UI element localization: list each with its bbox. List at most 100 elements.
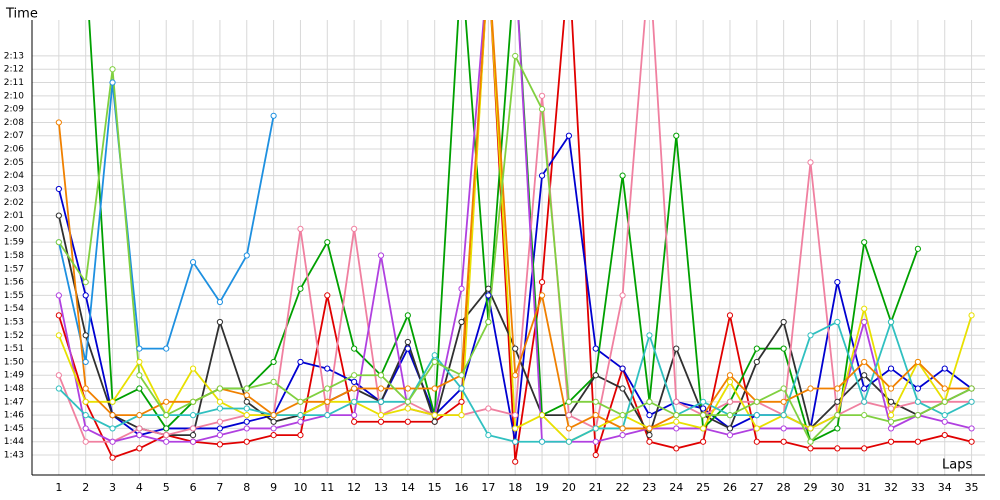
point [297, 398, 304, 405]
point [458, 372, 465, 379]
point [834, 425, 841, 432]
point [914, 398, 921, 405]
point [82, 425, 89, 432]
point [136, 345, 143, 352]
point [216, 441, 224, 448]
point [136, 431, 143, 439]
point [700, 398, 707, 405]
point [243, 398, 250, 405]
point [136, 372, 143, 379]
point [700, 412, 707, 419]
point [753, 438, 760, 445]
point [753, 358, 760, 366]
point [270, 378, 277, 385]
y-tick-label: 2:01 [4, 211, 24, 221]
point [216, 425, 224, 432]
x-tick-label: 16 [455, 481, 469, 494]
point [834, 412, 841, 419]
x-tick-label: 14 [401, 481, 415, 494]
x-tick-label: 1 [55, 481, 62, 494]
point [968, 312, 975, 319]
point [780, 318, 787, 326]
point [565, 425, 573, 432]
y-tick-label: 2:02 [4, 198, 24, 208]
point [592, 425, 599, 432]
point [216, 398, 224, 405]
point [189, 425, 197, 432]
point [512, 438, 519, 445]
point [458, 398, 465, 405]
point [82, 438, 89, 445]
point [216, 418, 224, 425]
y-tick-label: 2:11 [4, 78, 24, 88]
point [485, 292, 492, 299]
point [55, 312, 62, 319]
point [861, 358, 868, 366]
point [914, 438, 921, 445]
point [297, 225, 304, 232]
x-tick-label: 7 [216, 481, 223, 494]
y-tick-label: 1:58 [4, 251, 24, 261]
point [270, 412, 277, 419]
point [726, 431, 734, 439]
point [887, 318, 895, 326]
point [592, 372, 599, 379]
point [136, 358, 143, 366]
point [324, 412, 331, 419]
x-tick-label: 4 [136, 481, 143, 494]
point [807, 385, 814, 392]
point [55, 385, 62, 392]
point [834, 385, 841, 392]
point [431, 358, 438, 366]
point [941, 398, 948, 405]
point [753, 412, 760, 419]
point [887, 385, 895, 392]
point [619, 292, 626, 299]
x-axis-label: Laps [942, 458, 972, 473]
point [592, 451, 599, 459]
x-tick-label: 21 [589, 481, 603, 494]
point [646, 425, 653, 432]
point [82, 278, 89, 286]
point [82, 398, 89, 405]
point [887, 405, 895, 412]
point [673, 398, 680, 405]
x-tick-label: 2 [82, 481, 89, 494]
point [55, 119, 62, 126]
point [243, 425, 250, 432]
point [887, 425, 895, 432]
point [270, 358, 277, 366]
point [270, 431, 277, 439]
point [673, 445, 680, 452]
x-tick-label: 28 [777, 481, 791, 494]
point [351, 418, 358, 425]
point [243, 438, 250, 445]
point [163, 425, 170, 432]
point [163, 412, 170, 419]
point [216, 431, 224, 439]
y-tick-label: 1:53 [4, 318, 24, 328]
point [55, 292, 62, 299]
point [753, 345, 760, 352]
y-axis-label: Time [5, 7, 38, 22]
y-tick-label: 1:56 [4, 278, 24, 288]
y-tick-label: 2:08 [4, 118, 24, 128]
point [512, 52, 519, 60]
point [861, 445, 868, 452]
point [834, 398, 841, 405]
point [673, 345, 680, 352]
point [538, 292, 546, 299]
point [377, 252, 385, 259]
y-tick-label: 2:13 [4, 51, 24, 61]
point [136, 385, 143, 392]
x-tick-label: 26 [723, 481, 737, 494]
point [673, 132, 680, 139]
point [243, 405, 250, 412]
y-tick-label: 1:48 [4, 384, 24, 394]
point [565, 438, 573, 445]
point [55, 185, 62, 193]
y-tick-label: 1:47 [4, 397, 24, 407]
point [914, 412, 921, 419]
point [619, 172, 626, 179]
point [780, 425, 787, 432]
